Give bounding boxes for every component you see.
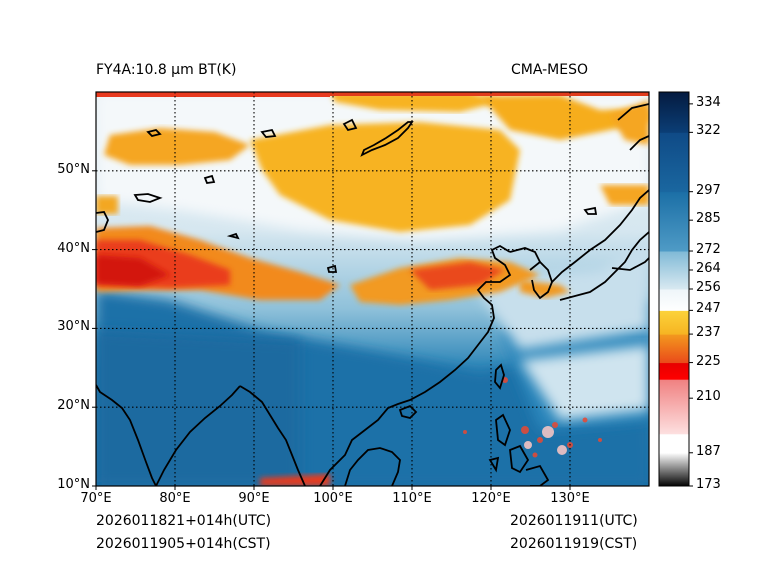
colorbar-tick-label: 247: [696, 301, 721, 317]
lon-tick-label: 100°E: [313, 491, 353, 506]
lat-tick-label: 10°N: [57, 477, 90, 492]
map-title: FY4A:10.8 μm BT(K): [96, 62, 237, 78]
colorbar: [658, 91, 690, 487]
lon-tick-label: 80°E: [159, 491, 191, 506]
colorbar-segment: [659, 362, 689, 380]
lat-tick-label: 50°N: [57, 161, 90, 177]
colorbar-segment: [659, 452, 689, 487]
colorbar-tick-label: 256: [696, 280, 721, 295]
colorbar-tick-label: 334: [696, 94, 721, 110]
lat-tick-label: 40°N: [57, 240, 90, 256]
colorbar-tick-label: 225: [696, 353, 721, 369]
init-time-utc: 2026011821+014h(UTC): [96, 513, 272, 529]
colorbar-segment: [659, 191, 689, 252]
colorbar-tick-label: 237: [696, 325, 721, 341]
colorbar-segment: [659, 289, 689, 311]
init-time-cst: 2026011905+014h(CST): [96, 536, 271, 552]
colorbar-segment: [659, 132, 689, 193]
colorbar-segment: [659, 92, 689, 133]
satellite-imagery: [96, 92, 649, 486]
coastlines: [96, 103, 649, 486]
colorbar-tick-label: 322: [696, 123, 721, 139]
lon-tick-label: 130°E: [550, 491, 590, 506]
lon-tick-label: 120°E: [471, 491, 511, 506]
colorbar-tick-label: 297: [696, 182, 721, 198]
lat-tick-label: 20°N: [57, 398, 90, 414]
model-name: CMA-MESO: [511, 62, 589, 78]
colorbar-segment: [659, 433, 689, 454]
lon-tick-label: 90°E: [238, 491, 270, 506]
colorbar-tick-label: 264: [696, 261, 721, 276]
valid-time-utc: 2026011911(UTC): [510, 513, 638, 529]
valid-time-cst: 2026011919(CST): [510, 536, 638, 552]
lon-tick-label: 110°E: [392, 491, 432, 506]
colorbar-segment: [659, 379, 689, 435]
colorbar-tick-label: 210: [696, 389, 721, 405]
colorbar-tick-label: 173: [696, 477, 721, 492]
map-frame: [95, 91, 650, 487]
colorbar-segment: [659, 310, 689, 335]
colorbar-tick-label: 285: [696, 211, 721, 227]
colorbar-tick-label: 272: [696, 242, 721, 258]
colorbar-segment: [659, 334, 689, 364]
colorbar-tick-label: 187: [696, 443, 721, 459]
colorbar-segment: [659, 251, 689, 290]
lon-tick-label: 70°E: [80, 491, 112, 506]
lat-tick-label: 30°N: [57, 319, 90, 335]
